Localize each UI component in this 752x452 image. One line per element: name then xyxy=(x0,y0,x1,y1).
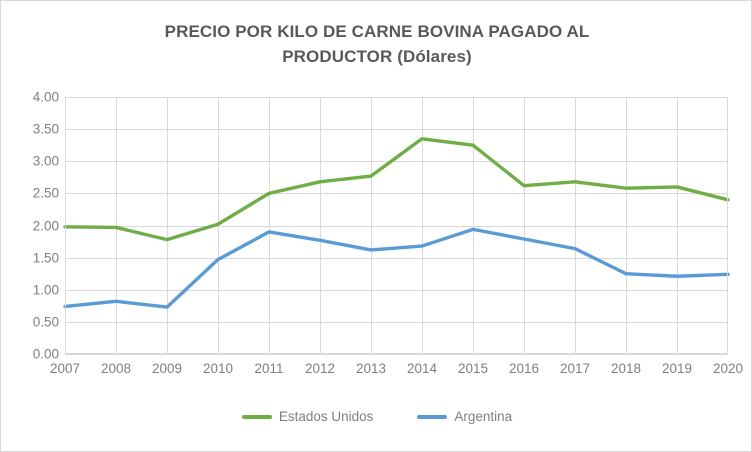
legend-item-argentina[interactable]: Argentina xyxy=(417,409,512,424)
series-line-argentina xyxy=(63,227,730,309)
gridline-horizontal xyxy=(65,225,728,227)
gridline-vertical xyxy=(269,97,270,354)
series-lines xyxy=(63,137,730,309)
chart-title-line-2: PRODUCTOR (Dólares) xyxy=(282,47,472,66)
x-axis-tick-label: 2007 xyxy=(49,361,81,376)
gridline-horizontal xyxy=(65,161,728,163)
legend-label: Estados Unidos xyxy=(278,409,374,424)
legend-item-estados-unidos[interactable]: Estados Unidos xyxy=(241,409,374,424)
x-axis-tick-label: 2018 xyxy=(610,361,642,376)
y-axis-tick-label: 2.50 xyxy=(32,185,59,201)
gridline-vertical xyxy=(320,97,321,354)
x-axis-tick-label: 2020 xyxy=(712,361,744,376)
gridline-horizontal xyxy=(65,129,728,131)
x-axis-tick-label: 2016 xyxy=(508,361,540,376)
y-axis-tick-label: 1.50 xyxy=(32,250,59,266)
x-axis-tick-label: 2012 xyxy=(304,361,336,376)
gridline-horizontal xyxy=(65,289,728,291)
x-axis-tick-label: 2008 xyxy=(100,361,132,376)
gridline-vertical xyxy=(626,97,627,354)
y-axis-tick-label: 3.00 xyxy=(32,153,59,169)
y-axis: 0.00 0.50 1.00 1.50 2.00 2.50 3.00 3.50 4.00 xyxy=(9,90,59,362)
x-axis-tick-label: 2019 xyxy=(661,361,693,376)
gridline-vertical xyxy=(422,97,423,354)
x-axis-tick-label: 2010 xyxy=(202,361,234,376)
gridline-vertical xyxy=(524,97,525,354)
gridline-vertical xyxy=(371,97,372,354)
y-axis-tick-label: 0.00 xyxy=(32,346,59,362)
gridline-vertical xyxy=(167,97,168,354)
x-axis-tick-label: 2017 xyxy=(559,361,591,376)
gridline-horizontal xyxy=(65,257,728,259)
gridline-horizontal xyxy=(65,354,728,355)
gridline-vertical xyxy=(575,97,576,354)
x-axis-tick-label: 2013 xyxy=(355,361,387,376)
y-axis-tick-label: 3.50 xyxy=(32,121,59,137)
x-axis-tick-label: 2015 xyxy=(457,361,489,376)
gridline-vertical xyxy=(473,97,474,354)
x-axis-tick-label: 2009 xyxy=(151,361,183,376)
chart-title-line-1: PRECIO POR KILO DE CARNE BOVINA PAGADO A… xyxy=(164,22,590,41)
y-axis-tick-label: 1.00 xyxy=(32,282,59,298)
y-axis-tick-label: 0.50 xyxy=(32,314,59,330)
y-axis-tick-label: 2.00 xyxy=(32,218,59,233)
x-axis-tick-label: 2011 xyxy=(254,361,284,376)
x-axis: 2007 2008 2009 2010 2011 2012 2013 2014 2015 2016… xyxy=(50,361,743,383)
legend-swatch-icon xyxy=(241,414,272,419)
plot-area xyxy=(63,97,730,355)
y-axis-tick-label: 4.00 xyxy=(32,89,59,105)
gridline-horizontal xyxy=(65,321,728,323)
gridline-horizontal xyxy=(65,193,728,195)
chart-title: PRECIO POR KILO DE CARNE BOVINA PAGADO A… xyxy=(61,19,693,69)
legend-swatch-icon xyxy=(417,414,448,419)
chart-legend: Estados Unidos Argentina xyxy=(1,409,751,424)
gridline-vertical xyxy=(677,97,678,354)
gridline-vertical xyxy=(116,97,117,354)
x-axis-tick-label: 2014 xyxy=(406,361,438,376)
series-line-estados-unidos xyxy=(63,137,730,242)
legend-label: Argentina xyxy=(454,409,513,424)
